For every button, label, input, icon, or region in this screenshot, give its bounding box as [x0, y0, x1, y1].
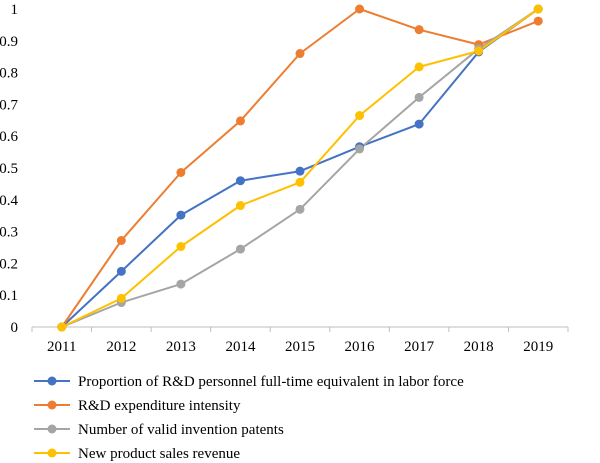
y-tick-label: 0.4 — [0, 193, 19, 209]
x-tick-label: 2019 — [523, 339, 553, 355]
series-4-point — [414, 62, 424, 72]
y-tick-label: 0.9 — [0, 34, 18, 50]
series-2-point — [355, 4, 365, 14]
legend-swatch-marker — [47, 376, 57, 386]
series-4-point — [355, 111, 365, 121]
series-4-point — [295, 177, 305, 187]
series-3-point — [176, 279, 186, 289]
series-2-point — [295, 49, 305, 59]
x-tick-label: 2015 — [285, 339, 315, 355]
series-2-point — [235, 116, 245, 126]
y-tick-label: 0.6 — [0, 129, 19, 145]
x-tick-label: 2013 — [166, 339, 196, 355]
series-points — [57, 4, 543, 332]
legend-swatch-marker — [47, 400, 57, 410]
x-tick-label: 2011 — [47, 339, 76, 355]
x-tick-label: 2012 — [106, 339, 136, 355]
x-tick-label: 2018 — [464, 339, 494, 355]
series-1-point — [414, 119, 424, 129]
legend-label: Number of valid invention patents — [78, 422, 284, 438]
y-tick-label: 0.5 — [0, 161, 18, 177]
series-4-point — [235, 201, 245, 211]
chart-axes: 2011 2012 2013 2014 2015 2016 2017 2018 2019 0 0.1… — [0, 2, 569, 355]
series-4-point — [533, 4, 543, 14]
y-tick-label: 0.3 — [0, 225, 18, 241]
y-tick-label: 0.7 — [0, 97, 19, 113]
series-2-point — [414, 25, 424, 35]
y-tick-label: 0.8 — [0, 66, 18, 82]
y-tick-label: 0.2 — [0, 256, 18, 272]
legend-label: New product sales revenue — [78, 446, 240, 462]
y-tick-label: 1 — [11, 2, 19, 18]
series-1-point — [176, 210, 186, 220]
legend-swatch-marker — [47, 448, 57, 458]
y-tick-label: 0 — [11, 320, 19, 336]
series-4-point — [116, 293, 126, 303]
series-1-point — [295, 166, 305, 176]
series-2-point — [116, 236, 126, 246]
series-1-point — [235, 176, 245, 186]
x-tick-label: 2017 — [404, 339, 435, 355]
series-3-point — [414, 92, 424, 102]
y-tick-label: 0.1 — [0, 288, 18, 304]
series-4-point — [474, 46, 484, 56]
series-3-point — [295, 204, 305, 214]
x-tick-label: 2014 — [225, 339, 256, 355]
series-4-point — [57, 322, 67, 332]
x-tick-label: 2016 — [345, 339, 376, 355]
legend-swatch-marker — [47, 424, 57, 434]
legend: Proportion of R&D personnel full-time eq… — [34, 374, 464, 462]
legend-label: Proportion of R&D personnel full-time eq… — [78, 374, 464, 390]
series-4-point — [176, 242, 186, 252]
series-3-point — [235, 244, 245, 254]
series-2-point — [533, 16, 543, 26]
series-3-point — [355, 144, 365, 154]
series-2-point — [176, 167, 186, 177]
legend-label: R&D expenditure intensity — [78, 398, 241, 414]
series-1-point — [116, 266, 126, 276]
